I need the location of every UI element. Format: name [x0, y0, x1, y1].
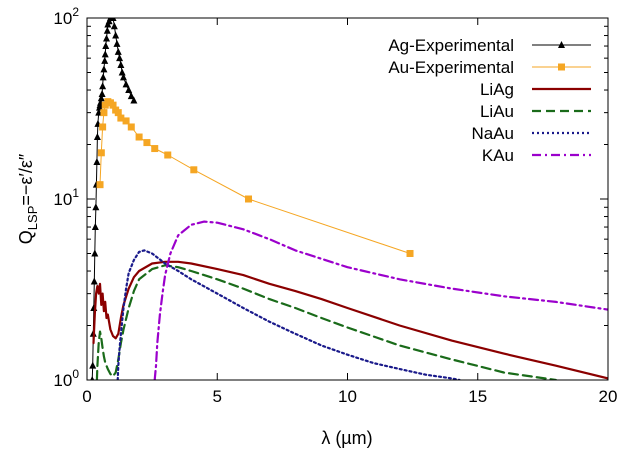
data-point-ag-experimental [113, 39, 121, 47]
data-point-au-experimental [406, 249, 414, 257]
data-point-ag-experimental [119, 73, 127, 81]
legend-marker-au-experimental [558, 63, 565, 71]
x-tick-label: 0 [82, 387, 91, 406]
data-point-ag-experimental [109, 18, 117, 21]
data-point-ag-experimental [100, 65, 108, 73]
data-point-ag-experimental [103, 26, 111, 34]
data-point-ag-experimental [93, 158, 101, 166]
series-line-kau [153, 220, 608, 380]
series-line-au-experimental [99, 101, 411, 254]
legend-label-ag-experimental: Ag-Experimental [388, 36, 514, 55]
data-point-ag-experimental [112, 31, 120, 39]
data-point-ag-experimental [127, 92, 135, 100]
data-point-au-experimental [190, 166, 198, 174]
y-tick-label-exponent: 2 [72, 5, 79, 19]
legend-label-au-experimental: Au-Experimental [388, 58, 514, 77]
data-point-au-experimental [97, 149, 105, 157]
data-point-au-experimental [245, 195, 253, 203]
data-point-ag-experimental [98, 90, 106, 98]
data-point-au-experimental [151, 145, 159, 153]
legend-label-naau: NaAu [471, 124, 514, 143]
data-point-ag-experimental [122, 80, 130, 88]
data-point-ag-experimental [99, 73, 107, 81]
data-point-ag-experimental [118, 68, 126, 76]
data-point-ag-experimental [89, 361, 97, 369]
y-tick-label-exponent: 1 [72, 186, 79, 200]
data-point-ag-experimental [105, 18, 113, 25]
data-point-ag-experimental [91, 223, 99, 231]
legend-marker-ag-experimental [558, 41, 565, 48]
data-point-ag-experimental [110, 22, 118, 30]
legend-label-liau: LiAu [480, 102, 514, 121]
data-point-ag-experimental [101, 56, 109, 64]
y-tick-label-base: 10 [53, 371, 72, 390]
data-point-au-experimental [122, 117, 130, 125]
data-point-au-experimental [117, 114, 125, 122]
data-point-au-experimental [127, 123, 135, 131]
data-point-au-experimental [109, 101, 117, 109]
y-axis-label-suffix: =−ε′/ε″ [16, 153, 36, 205]
series-line-ag-experimental [91, 18, 135, 380]
plot-frame [86, 17, 609, 381]
x-axis: 0 5 10 15 20 [82, 18, 617, 406]
y-tick-label: 102 [53, 5, 79, 28]
data-point-ag-experimental [99, 82, 107, 90]
data-point-au-experimental [164, 151, 172, 159]
data-point-ag-experimental [101, 50, 109, 58]
y-tick-label: 100 [53, 367, 79, 390]
series-line-liag [92, 260, 608, 380]
y-tick-label-exponent: 0 [72, 367, 79, 381]
legend-label-kau: KAu [482, 146, 514, 165]
y-axis-label-subscript: LSP [25, 206, 40, 231]
y-axis-label-prefix: Q [16, 230, 36, 244]
data-point-au-experimental [143, 139, 151, 147]
data-point-au-experimental [100, 109, 108, 117]
data-point-ag-experimental [97, 94, 105, 102]
legend: Ag-Experimental Au-Experimental LiAg LiAu Na… [388, 36, 591, 165]
data-point-ag-experimental [90, 376, 95, 380]
data-point-ag-experimental [91, 249, 99, 257]
series-layer [89, 18, 608, 380]
data-point-au-experimental [99, 123, 107, 131]
x-tick-label: 5 [213, 387, 222, 406]
x-tick-label: 10 [338, 387, 357, 406]
data-point-au-experimental [114, 109, 122, 117]
y-tick-label-base: 10 [53, 190, 72, 209]
data-point-ag-experimental [117, 60, 125, 68]
y-tick-label-base: 10 [53, 9, 72, 28]
data-point-ag-experimental [125, 86, 133, 94]
y-axis-label: QLSP=−ε′/ε″ [16, 153, 40, 244]
data-point-ag-experimental [92, 203, 100, 211]
data-point-ag-experimental [90, 277, 98, 285]
data-point-au-experimental [135, 133, 143, 141]
series-line-liau [95, 264, 558, 380]
data-point-ag-experimental [116, 54, 124, 62]
series-line-naau [116, 249, 461, 380]
data-point-au-experimental [96, 181, 104, 189]
y-tick-label: 101 [53, 186, 79, 209]
legend-label-liag: LiAg [480, 80, 514, 99]
data-point-ag-experimental [102, 42, 110, 50]
data-point-ag-experimental [103, 34, 111, 42]
data-point-ag-experimental [130, 96, 138, 104]
data-point-ag-experimental [93, 133, 101, 141]
data-point-ag-experimental [114, 47, 122, 55]
x-axis-label: λ (µm) [321, 428, 372, 448]
x-tick-label: 15 [468, 387, 487, 406]
x-tick-label: 20 [599, 387, 618, 406]
